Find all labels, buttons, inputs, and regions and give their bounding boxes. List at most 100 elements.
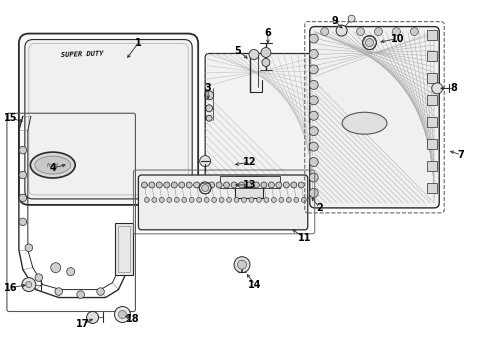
Circle shape xyxy=(19,146,26,154)
Circle shape xyxy=(298,182,304,188)
FancyBboxPatch shape xyxy=(25,40,192,199)
Circle shape xyxy=(308,127,318,136)
Circle shape xyxy=(152,197,157,202)
Circle shape xyxy=(275,182,281,188)
Circle shape xyxy=(308,96,318,105)
Circle shape xyxy=(114,306,130,323)
Circle shape xyxy=(223,182,229,188)
Circle shape xyxy=(206,115,212,121)
Circle shape xyxy=(25,244,33,252)
Circle shape xyxy=(118,310,126,319)
Text: 13: 13 xyxy=(243,180,256,190)
Text: 8: 8 xyxy=(450,84,457,93)
Bar xyxy=(427,117,436,127)
Circle shape xyxy=(335,25,346,36)
Circle shape xyxy=(308,111,318,120)
FancyBboxPatch shape xyxy=(19,33,198,205)
Circle shape xyxy=(199,156,210,167)
Circle shape xyxy=(193,182,199,188)
Text: 16: 16 xyxy=(4,283,18,293)
Circle shape xyxy=(308,158,318,167)
Circle shape xyxy=(293,197,298,202)
Circle shape xyxy=(238,182,244,188)
Bar xyxy=(427,30,436,40)
Circle shape xyxy=(245,182,251,188)
Circle shape xyxy=(392,28,400,36)
Circle shape xyxy=(301,197,305,202)
Circle shape xyxy=(201,182,207,188)
Circle shape xyxy=(283,182,289,188)
Circle shape xyxy=(308,173,318,182)
Text: SUPER DUTY: SUPER DUTY xyxy=(61,51,104,58)
Circle shape xyxy=(278,197,283,202)
Text: 7: 7 xyxy=(457,150,464,160)
Circle shape xyxy=(261,48,270,58)
Circle shape xyxy=(237,260,246,269)
Circle shape xyxy=(77,291,84,298)
Bar xyxy=(115,223,133,275)
Ellipse shape xyxy=(342,112,386,134)
Circle shape xyxy=(234,197,239,202)
Circle shape xyxy=(226,197,231,202)
Circle shape xyxy=(365,39,373,46)
Circle shape xyxy=(286,197,291,202)
Circle shape xyxy=(409,28,417,36)
Circle shape xyxy=(338,28,346,36)
Circle shape xyxy=(203,197,209,202)
Circle shape xyxy=(55,288,62,295)
Circle shape xyxy=(216,182,222,188)
Circle shape xyxy=(308,65,318,74)
Circle shape xyxy=(356,28,364,36)
Circle shape xyxy=(166,197,171,202)
Circle shape xyxy=(308,80,318,89)
Circle shape xyxy=(374,28,382,36)
Circle shape xyxy=(22,278,36,292)
Bar xyxy=(220,176,279,188)
Circle shape xyxy=(182,197,186,202)
Text: 14: 14 xyxy=(248,280,261,289)
Circle shape xyxy=(171,182,177,188)
Circle shape xyxy=(19,171,26,179)
Text: 6: 6 xyxy=(264,28,271,37)
Circle shape xyxy=(262,58,269,67)
Text: 12: 12 xyxy=(243,157,256,167)
Text: 18: 18 xyxy=(125,314,139,324)
Circle shape xyxy=(241,197,246,202)
Text: 11: 11 xyxy=(297,233,311,243)
Circle shape xyxy=(159,197,164,202)
Circle shape xyxy=(35,274,42,282)
Circle shape xyxy=(248,197,253,202)
Circle shape xyxy=(230,182,237,188)
Circle shape xyxy=(261,182,266,188)
Circle shape xyxy=(19,194,26,202)
Circle shape xyxy=(86,311,99,323)
Circle shape xyxy=(248,50,259,59)
Text: 9: 9 xyxy=(330,15,337,26)
Circle shape xyxy=(308,34,318,43)
Circle shape xyxy=(234,257,249,273)
Circle shape xyxy=(271,197,276,202)
Circle shape xyxy=(268,182,274,188)
Circle shape xyxy=(204,91,213,100)
FancyBboxPatch shape xyxy=(205,54,312,198)
Circle shape xyxy=(219,197,224,202)
Circle shape xyxy=(174,197,179,202)
Text: 15: 15 xyxy=(4,113,18,123)
Bar xyxy=(427,95,436,105)
Circle shape xyxy=(19,218,26,226)
Bar xyxy=(427,183,436,193)
Text: 17: 17 xyxy=(76,319,89,329)
Circle shape xyxy=(290,182,296,188)
Circle shape xyxy=(148,182,155,188)
Text: 10: 10 xyxy=(390,33,403,44)
FancyBboxPatch shape xyxy=(138,175,307,230)
Text: 4: 4 xyxy=(49,163,56,173)
Ellipse shape xyxy=(30,152,75,178)
Text: Ford: Ford xyxy=(47,163,59,167)
Circle shape xyxy=(362,36,376,50)
Circle shape xyxy=(97,288,104,295)
Circle shape xyxy=(211,197,216,202)
Bar xyxy=(235,176,263,198)
Circle shape xyxy=(66,268,75,276)
Bar xyxy=(427,139,436,149)
